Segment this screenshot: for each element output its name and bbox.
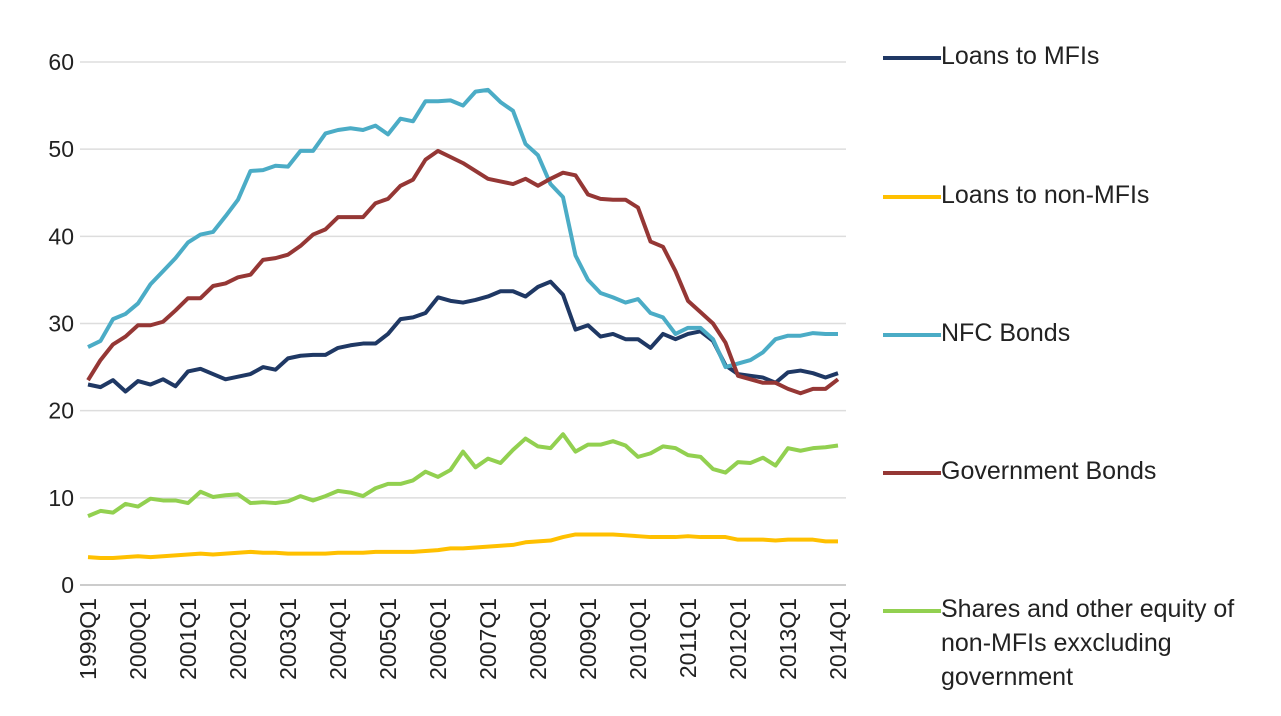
x-tick-label: 2012Q1 (725, 598, 751, 680)
legend-item: NFC Bonds (883, 319, 1279, 351)
y-tick-label: 0 (61, 572, 74, 598)
legend-label: Shares and other equity of non-MFIs exxc… (941, 595, 1235, 691)
legend-swatch (883, 471, 941, 475)
legend-item: Government Bonds (883, 457, 1279, 489)
y-tick-label: 20 (48, 398, 74, 424)
x-tick-label: 2008Q1 (525, 598, 551, 680)
legend-item: Loans to MFIs (883, 42, 1279, 74)
legend-label: Government Bonds (941, 457, 1157, 485)
legend-label: Loans to non-MFIs (941, 181, 1150, 209)
legend-swatch (883, 333, 941, 337)
x-tick-label: 2004Q1 (325, 598, 351, 680)
legend-label: NFC Bonds (941, 319, 1071, 347)
x-tick-label: 2013Q1 (775, 598, 801, 680)
x-tick-label: 2011Q1 (675, 598, 701, 678)
x-tick-label: 2009Q1 (575, 598, 601, 680)
legend-swatch (883, 56, 941, 60)
series-line (87, 432, 839, 518)
y-tick-label: 40 (48, 223, 74, 249)
legend-item: Shares and other equity of non-MFIs exxc… (883, 595, 1279, 694)
legend-swatch (883, 609, 941, 613)
legend-item: Loans to non-MFIs (883, 181, 1279, 213)
x-tick-label: 2000Q1 (125, 598, 151, 680)
x-tick-label: 2014Q1 (825, 598, 851, 680)
x-tick-label: 2010Q1 (625, 598, 651, 680)
x-tick-label: 1999Q1 (75, 598, 101, 680)
x-tick-label: 2003Q1 (275, 598, 301, 680)
x-tick-label: 2001Q1 (175, 598, 201, 680)
series-line (87, 87, 838, 370)
y-tick-label: 10 (48, 485, 74, 511)
y-tick-label: 60 (48, 49, 74, 75)
x-tick-label: 2005Q1 (375, 598, 401, 680)
y-tick-label: 50 (48, 136, 74, 162)
legend-label: Loans to MFIs (941, 42, 1100, 70)
series-line (86, 148, 840, 396)
x-tick-label: 2002Q1 (225, 598, 251, 680)
legend-swatch (883, 195, 941, 199)
x-tick-label: 2006Q1 (425, 598, 451, 680)
series-line (87, 532, 838, 560)
x-tick-label: 2007Q1 (475, 598, 501, 680)
y-tick-label: 30 (48, 311, 74, 337)
